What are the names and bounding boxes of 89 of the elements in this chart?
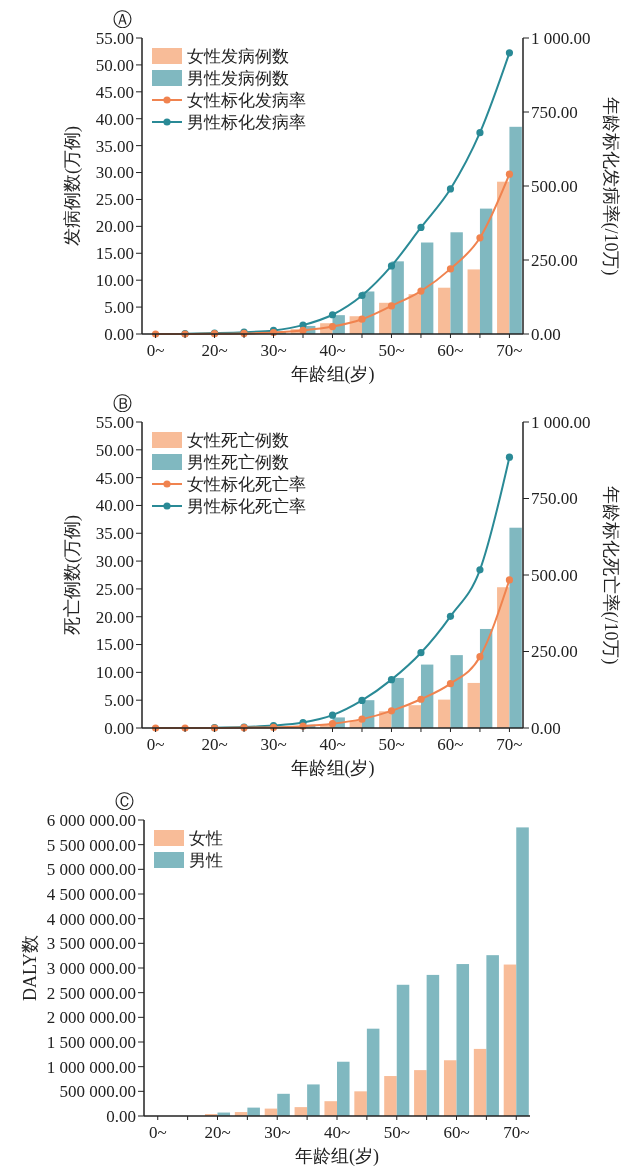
x-tick-label: 20~ [204, 1123, 231, 1142]
legend-label: 男性 [189, 851, 223, 870]
y-tick-label: 5 000 000.00 [46, 860, 136, 880]
y2-tick-label: 500.00 [531, 565, 578, 585]
y2-tick-label: 1 000.00 [531, 412, 591, 432]
x-tick-label: 0~ [148, 1123, 167, 1142]
y-tick-label: 55.00 [95, 412, 134, 432]
y2-tick-label: 1 000.00 [531, 28, 591, 48]
chart-title: Ⓒ [114, 791, 134, 812]
x-tick-label: 50~ [378, 735, 405, 754]
x-axis-title: 年龄组(岁) [290, 364, 375, 385]
chart-title: Ⓐ [112, 9, 132, 30]
x-tick-label: 60~ [437, 341, 464, 360]
y-tick-label: 2 500 000.00 [46, 983, 136, 1003]
legend-label: 女性标化发病率 [187, 91, 306, 110]
y-axis-title: 死亡例数(万例) [62, 515, 83, 635]
y2-tick-label: 250.00 [531, 642, 578, 662]
x-axis-title: 年龄组(岁) [295, 1146, 379, 1167]
y-axis-title: DALY数 [20, 934, 40, 1002]
y-tick-label: 500 000.00 [59, 1082, 136, 1102]
y-tick-label: 45.00 [95, 468, 134, 488]
y2-tick-label: 250.00 [531, 250, 578, 270]
x-tick-label: 40~ [319, 735, 346, 754]
y-tick-label: 25.00 [95, 579, 134, 599]
x-tick-label: 50~ [378, 341, 405, 360]
x-tick-label: 30~ [264, 1123, 291, 1142]
y2-tick-label: 500.00 [531, 176, 578, 196]
legend-label: 女性 [189, 829, 223, 848]
x-tick-label: 70~ [496, 341, 523, 360]
y-tick-label: 30.00 [95, 163, 134, 183]
x-tick-label: 30~ [260, 735, 287, 754]
x-tick-label: 70~ [503, 1123, 530, 1142]
y-tick-label: 50.00 [95, 55, 134, 75]
x-tick-label: 70~ [496, 735, 523, 754]
y2-tick-label: 0.00 [531, 718, 561, 738]
x-tick-label: 60~ [437, 735, 464, 754]
x-tick-label: 40~ [319, 341, 346, 360]
y-tick-label: 20.00 [95, 607, 134, 627]
x-tick-label: 20~ [201, 735, 228, 754]
y2-axis-title: 年龄标化发病率(/10万) [600, 96, 621, 276]
x-tick-label: 30~ [260, 341, 287, 360]
y-axis-title: 发病例数(万例) [62, 126, 83, 246]
y-tick-label: 3 000 000.00 [46, 958, 136, 978]
legend-label: 男性标化死亡率 [187, 497, 306, 516]
x-tick-label: 20~ [201, 341, 228, 360]
y-tick-label: 20.00 [95, 217, 134, 237]
legend-label: 男性死亡例数 [187, 453, 289, 472]
legend-label: 男性标化发病率 [187, 113, 306, 132]
y-tick-label: 15.00 [95, 244, 134, 264]
y-tick-label: 6 000 000.00 [46, 810, 136, 830]
y-tick-label: 5.00 [104, 691, 134, 711]
x-tick-label: 0~ [146, 341, 165, 360]
y-tick-label: 0.00 [104, 718, 134, 738]
y-tick-label: 10.00 [95, 271, 134, 291]
x-axis-title: 年龄组(岁) [290, 758, 375, 779]
y-tick-label: 40.00 [95, 496, 134, 516]
legend-label: 女性发病例数 [187, 47, 289, 66]
x-tick-label: 50~ [383, 1123, 410, 1142]
y-tick-label: 15.00 [95, 635, 134, 655]
y-tick-label: 30.00 [95, 552, 134, 572]
y-tick-label: 4 000 000.00 [46, 909, 136, 929]
y-tick-label: 0.00 [104, 324, 134, 344]
x-tick-label: 60~ [443, 1123, 470, 1142]
x-tick-label: 0~ [146, 735, 165, 754]
y-tick-label: 25.00 [95, 190, 134, 210]
y-tick-label: 2 000 000.00 [46, 1008, 136, 1028]
y-tick-label: 1 000 000.00 [46, 1057, 136, 1077]
legend-label: 女性标化死亡率 [187, 475, 306, 494]
y2-tick-label: 0.00 [531, 324, 561, 344]
y2-tick-label: 750.00 [531, 489, 578, 509]
y-tick-label: 55.00 [95, 28, 134, 48]
y2-tick-label: 750.00 [531, 102, 578, 122]
y-tick-label: 40.00 [95, 109, 134, 129]
y-tick-label: 3 500 000.00 [46, 934, 136, 954]
legend-label: 女性死亡例数 [187, 431, 289, 450]
legend-label: 男性发病例数 [187, 69, 289, 88]
y-tick-label: 5 500 000.00 [46, 835, 136, 855]
x-tick-label: 40~ [323, 1123, 351, 1142]
y-tick-label: 35.00 [95, 136, 134, 156]
y-tick-label: 0.00 [106, 1106, 136, 1126]
y2-axis-title: 年龄标化死亡率(/10万) [600, 485, 621, 665]
y-tick-label: 45.00 [95, 82, 134, 102]
y-tick-label: 4 500 000.00 [46, 884, 136, 904]
y-tick-label: 35.00 [95, 524, 134, 544]
y-tick-label: 10.00 [95, 663, 134, 683]
y-tick-label: 5.00 [104, 298, 134, 318]
y-tick-label: 50.00 [95, 440, 134, 460]
y-tick-label: 1 500 000.00 [46, 1032, 136, 1052]
chart-title: Ⓑ [112, 393, 132, 414]
